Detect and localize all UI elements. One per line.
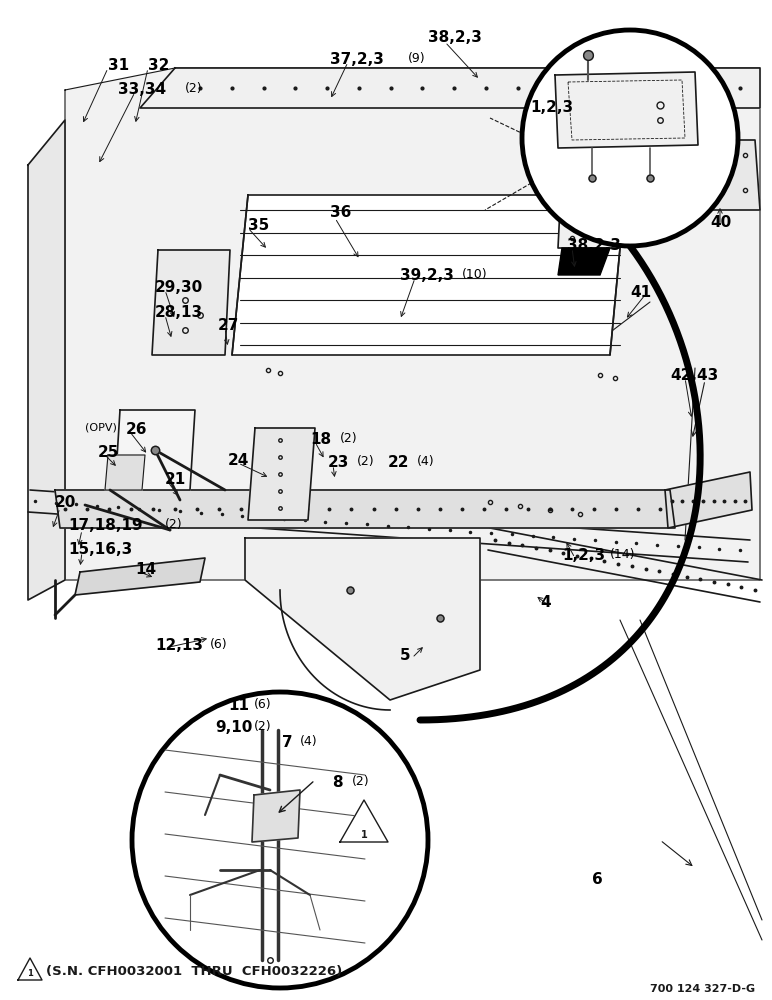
Text: (14): (14) <box>610 548 635 561</box>
Text: 42,43: 42,43 <box>670 368 718 383</box>
Polygon shape <box>232 195 625 355</box>
Text: 20: 20 <box>55 495 76 510</box>
Text: 22: 22 <box>388 455 409 470</box>
Polygon shape <box>105 455 145 490</box>
Text: 27: 27 <box>218 318 239 333</box>
Text: (S.N. CFH0032001  THRU  CFH0032226): (S.N. CFH0032001 THRU CFH0032226) <box>46 965 342 978</box>
Text: 24: 24 <box>228 453 249 468</box>
Text: 32: 32 <box>148 58 169 73</box>
Text: 35: 35 <box>248 218 269 233</box>
Text: 18: 18 <box>310 432 331 447</box>
Polygon shape <box>248 428 315 520</box>
Text: (9): (9) <box>408 52 425 65</box>
Polygon shape <box>558 208 620 248</box>
Polygon shape <box>115 410 195 490</box>
Text: 36: 36 <box>330 205 351 220</box>
Polygon shape <box>55 490 675 528</box>
Text: 25: 25 <box>98 445 120 460</box>
Polygon shape <box>18 958 42 980</box>
Text: 1,2,3: 1,2,3 <box>530 100 573 115</box>
Text: 21: 21 <box>165 472 186 487</box>
Text: 40: 40 <box>710 215 731 230</box>
Text: 1,2,3: 1,2,3 <box>562 548 605 563</box>
Text: 31: 31 <box>108 58 129 73</box>
Text: 37,2,3: 37,2,3 <box>330 52 384 67</box>
Text: (2): (2) <box>340 432 357 445</box>
Text: (2): (2) <box>254 720 272 733</box>
Text: 26: 26 <box>126 422 147 437</box>
Circle shape <box>524 32 736 244</box>
Polygon shape <box>75 558 205 595</box>
Text: 23: 23 <box>328 455 350 470</box>
Text: 5: 5 <box>400 648 411 663</box>
Text: 38,2,3: 38,2,3 <box>567 238 621 253</box>
Text: 7: 7 <box>282 735 293 750</box>
Text: 41: 41 <box>630 285 651 300</box>
Polygon shape <box>660 140 760 210</box>
Text: 1: 1 <box>361 830 367 840</box>
Polygon shape <box>140 68 760 108</box>
Polygon shape <box>28 120 65 600</box>
Text: 29,30: 29,30 <box>155 280 203 295</box>
Text: (4): (4) <box>300 735 317 748</box>
Text: (4): (4) <box>417 455 435 468</box>
Polygon shape <box>245 538 480 700</box>
Polygon shape <box>252 790 300 842</box>
Text: 14: 14 <box>135 562 156 577</box>
Text: 11: 11 <box>228 698 249 713</box>
Text: (10): (10) <box>462 268 488 281</box>
Polygon shape <box>555 72 698 148</box>
Text: 9,10: 9,10 <box>215 720 252 735</box>
Text: (2): (2) <box>185 82 202 95</box>
Text: 28,13: 28,13 <box>155 305 203 320</box>
Polygon shape <box>558 248 610 275</box>
Text: 33,34: 33,34 <box>118 82 166 97</box>
Text: (OPV): (OPV) <box>85 422 117 432</box>
Text: (6): (6) <box>254 698 272 711</box>
Text: 4: 4 <box>540 595 550 610</box>
Text: 1: 1 <box>27 970 33 978</box>
Polygon shape <box>152 250 230 355</box>
Text: (2): (2) <box>357 455 374 468</box>
Text: (2): (2) <box>165 518 183 531</box>
Text: (6): (6) <box>210 638 228 651</box>
Polygon shape <box>665 472 752 528</box>
Polygon shape <box>65 68 760 580</box>
Polygon shape <box>340 800 388 842</box>
Text: 6: 6 <box>592 872 603 887</box>
Text: 700 124 327-D-G: 700 124 327-D-G <box>650 984 755 994</box>
Text: 39,2,3: 39,2,3 <box>400 268 454 283</box>
Text: 15,16,3: 15,16,3 <box>68 542 132 557</box>
Text: 17,18,19: 17,18,19 <box>68 518 143 533</box>
Text: 12,13: 12,13 <box>155 638 203 653</box>
Text: 8: 8 <box>332 775 343 790</box>
Text: 38,2,3: 38,2,3 <box>428 30 482 45</box>
Text: (2): (2) <box>352 775 370 788</box>
Circle shape <box>134 694 426 986</box>
